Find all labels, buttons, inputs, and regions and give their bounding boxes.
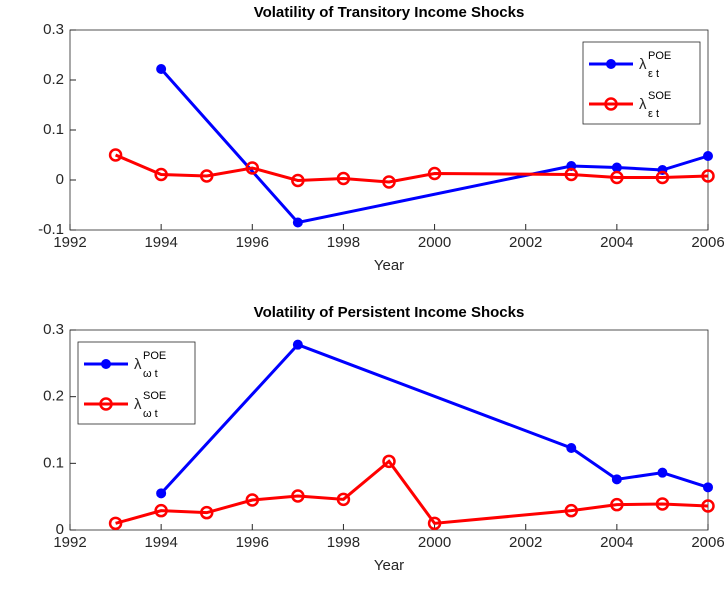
legend-label: λ [639,56,647,73]
legend-superscript: SOE [143,390,166,402]
data-point [154,167,168,182]
x-tick-label: 2000 [418,234,451,251]
chart-title: Volatility of Transitory Income Shocks [254,4,525,21]
x-tick-label: 2000 [418,534,451,551]
x-tick-label: 1994 [144,234,177,251]
legend-superscript: POE [648,50,671,62]
data-point [655,497,670,511]
chart-title: Volatility of Persistent Income Shocks [254,304,525,321]
x-tick-label: 1994 [144,534,177,551]
series-line [115,459,709,525]
x-tick-label: 1992 [53,534,86,551]
legend-subscript: ω t [143,408,158,420]
legend-label: λ [134,396,142,413]
x-tick-label: 2006 [691,534,724,551]
data-point [427,166,442,181]
y-tick-label: 0 [56,521,64,538]
x-tick-label: 2002 [509,234,542,251]
data-point [154,503,168,518]
data-point [703,151,713,161]
data-point [336,171,351,186]
data-point [245,161,260,175]
legend-subscript: ε t [648,108,659,120]
x-tick-label: 2004 [600,534,633,551]
data-point [108,148,123,162]
data-point [611,474,622,485]
legend-marker [99,397,113,411]
legend [77,341,196,425]
legend-subscript: ω t [143,368,158,380]
data-point [382,454,396,469]
data-point [703,482,713,493]
data-point [610,497,624,512]
x-tick-label: 2002 [509,534,542,551]
x-axis-label: Year [374,257,404,274]
series-line [160,68,709,225]
x-axis-label: Year [374,557,404,574]
series-line [160,342,709,495]
data-point [427,516,442,531]
legend-subscript: ε t [648,68,659,80]
data-point [336,492,351,507]
x-tick-label: 2006 [691,234,724,251]
y-tick-label: 0.3 [43,21,64,38]
y-tick-label: 0.2 [43,388,64,405]
series-line [114,153,709,184]
data-point [292,217,303,228]
data-point [199,169,214,183]
data-point [566,443,577,453]
y-tick-label: 0.1 [43,454,64,471]
x-tick-label: 1996 [236,534,269,551]
legend-label: λ [134,356,142,373]
data-point [701,499,715,513]
data-point [108,516,123,531]
data-point [382,175,396,189]
data-point [156,64,167,74]
data-point [655,170,670,185]
legend-superscript: SOE [648,90,671,102]
y-tick-label: 0.3 [43,321,64,338]
data-point [292,339,303,350]
data-point [564,167,579,182]
data-point [291,489,305,503]
data-point [199,505,214,520]
x-tick-label: 1998 [327,234,360,251]
y-tick-label: -0.1 [38,221,64,238]
legend-superscript: POE [143,350,166,362]
data-point [245,493,260,507]
x-tick-label: 1998 [327,534,360,551]
y-tick-label: 0.1 [43,121,64,138]
x-tick-label: 1992 [53,234,86,251]
data-point [611,162,622,173]
data-point [657,467,668,478]
data-point [156,488,167,499]
data-point [610,170,624,185]
legend [582,41,701,125]
legend-label: λ [639,96,647,113]
data-point [291,173,305,188]
x-tick-label: 2004 [600,234,633,251]
legend-marker [101,359,111,369]
legend-marker [606,59,616,69]
y-tick-label: 0.2 [43,71,64,88]
data-point [564,503,579,518]
x-tick-label: 1996 [236,234,269,251]
y-tick-label: 0 [56,171,64,188]
data-point [701,169,715,183]
legend-marker [604,97,618,111]
